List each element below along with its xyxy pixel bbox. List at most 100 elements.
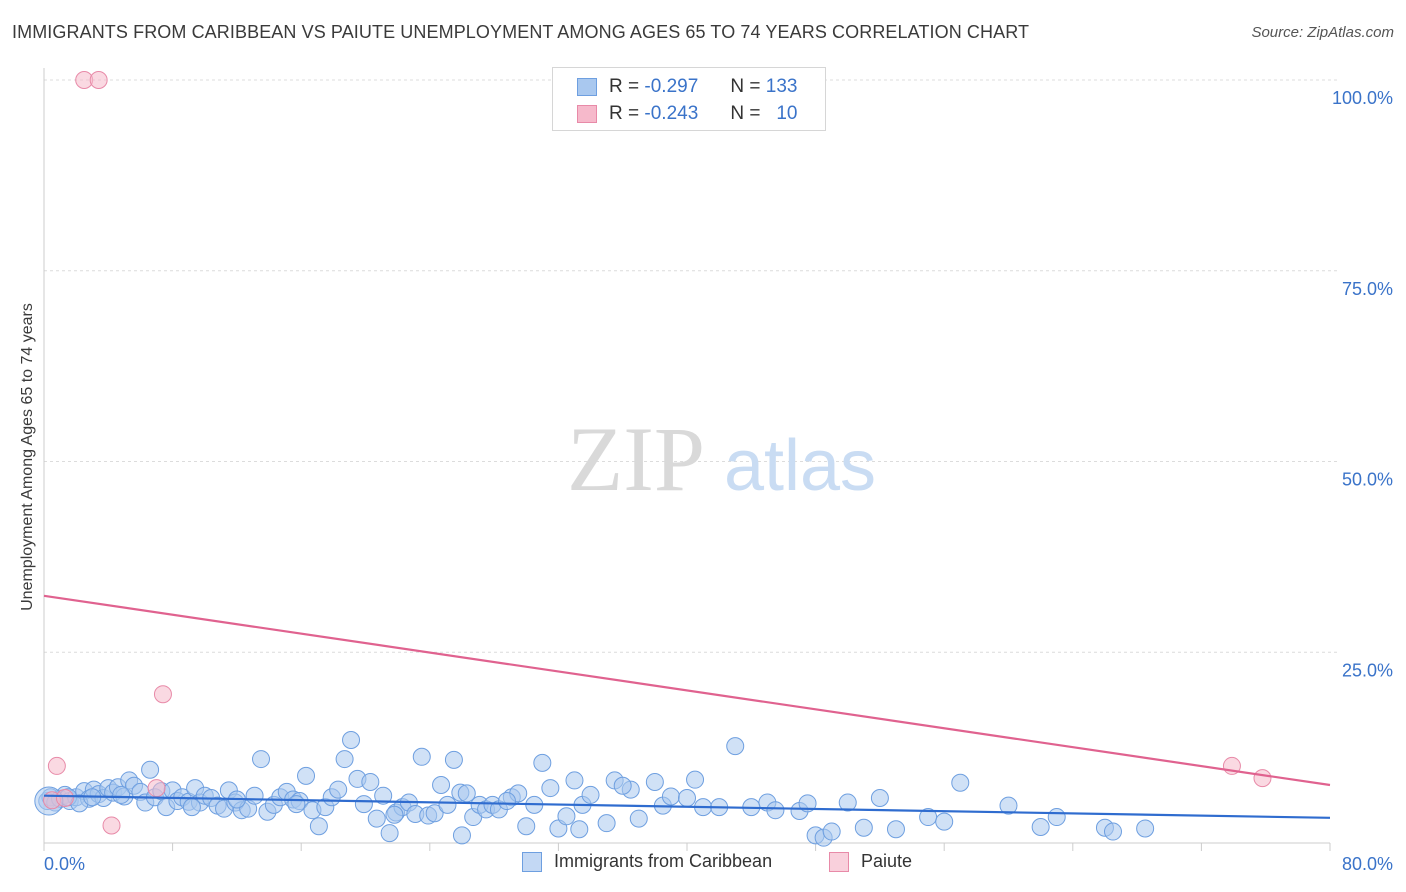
legend-swatch-caribbean xyxy=(577,78,597,96)
x-tick-label: 0.0% xyxy=(44,854,85,874)
data-point-caribbean xyxy=(570,820,589,839)
data-point-paiute xyxy=(47,756,66,775)
data-point-caribbean xyxy=(452,826,471,845)
legend-n-value: 133 xyxy=(765,76,798,97)
legend-item-caribbean[interactable]: Immigrants from Caribbean xyxy=(522,851,772,872)
data-point-caribbean xyxy=(367,809,386,828)
data-point-caribbean xyxy=(935,812,954,831)
data-point-caribbean xyxy=(581,785,600,804)
legend-r-label: R = xyxy=(609,103,640,124)
data-point-caribbean xyxy=(342,730,361,749)
chart-title: IMMIGRANTS FROM CARIBBEAN VS PAIUTE UNEM… xyxy=(12,22,1030,42)
legend-label-caribbean: Immigrants from Caribbean xyxy=(554,851,773,871)
data-point-caribbean xyxy=(497,792,516,811)
y-tick-label: 100.0% xyxy=(1332,88,1393,108)
legend-row-paiute: R = -0.243 N = 10 xyxy=(577,102,797,126)
data-point-caribbean xyxy=(309,817,328,836)
data-point-caribbean xyxy=(597,814,616,833)
legend-swatch-paiute xyxy=(577,105,597,123)
data-point-caribbean xyxy=(886,820,905,839)
data-point-caribbean xyxy=(438,795,457,814)
data-point-caribbean xyxy=(557,807,576,826)
data-point-caribbean xyxy=(425,804,444,823)
data-point-caribbean xyxy=(854,818,873,837)
tick-labels: 25.0% 50.0% 75.0% 100.0% 0.0% 80.0% xyxy=(44,88,1393,874)
data-point-caribbean xyxy=(645,772,664,791)
data-point-caribbean xyxy=(141,760,160,779)
legend-label-paiute: Paiute xyxy=(861,851,913,871)
y-tick-label: 50.0% xyxy=(1342,470,1393,490)
data-point-caribbean xyxy=(361,772,380,791)
data-point-caribbean xyxy=(412,747,431,766)
data-point-caribbean xyxy=(726,737,745,756)
legend-n-label: N = xyxy=(730,103,761,124)
data-point-caribbean xyxy=(565,771,584,790)
data-point-caribbean xyxy=(374,786,393,805)
data-point-caribbean xyxy=(822,822,841,841)
legend-r-label: R = xyxy=(609,76,640,97)
legend-n-label: N = xyxy=(730,76,761,97)
series-caribbean xyxy=(34,730,1155,847)
legend-n-value: 10 xyxy=(776,103,798,124)
axes xyxy=(43,68,1331,851)
data-point-caribbean xyxy=(838,793,857,812)
legend-r-value: -0.243 xyxy=(644,103,699,124)
data-point-paiute xyxy=(55,788,74,807)
legend-swatch-paiute xyxy=(829,851,849,872)
data-point-caribbean xyxy=(444,750,463,769)
watermark-zip: ZIP xyxy=(567,408,705,510)
data-point-caribbean xyxy=(432,776,451,795)
data-point-caribbean xyxy=(629,809,648,828)
data-point-caribbean xyxy=(354,795,373,814)
legend-swatch-caribbean xyxy=(522,851,542,872)
y-tick-label: 25.0% xyxy=(1342,660,1393,680)
data-point-caribbean xyxy=(1047,808,1066,827)
data-point-caribbean xyxy=(613,776,632,795)
data-point-caribbean xyxy=(182,798,201,817)
legend-row-caribbean: R = -0.297 N = 133 xyxy=(577,75,797,99)
data-point-caribbean xyxy=(1031,817,1050,836)
legend-r-value: -0.297 xyxy=(644,76,699,97)
data-point-caribbean xyxy=(999,796,1018,815)
data-point-caribbean xyxy=(533,753,552,772)
data-point-caribbean xyxy=(112,785,131,804)
data-point-caribbean xyxy=(252,750,271,769)
source-label: Source: ZipAtlas.com xyxy=(1251,24,1394,41)
data-point-caribbean xyxy=(686,770,705,789)
data-point-paiute xyxy=(1253,769,1272,788)
data-point-caribbean xyxy=(287,795,306,814)
data-point-caribbean xyxy=(541,779,560,798)
data-point-caribbean xyxy=(335,750,354,769)
data-point-caribbean xyxy=(678,788,696,807)
data-point-caribbean xyxy=(380,824,399,843)
data-point-paiute xyxy=(153,685,172,704)
x-tick-label: 80.0% xyxy=(1342,854,1393,874)
data-point-caribbean xyxy=(385,805,404,824)
data-point-caribbean xyxy=(661,787,680,806)
data-point-caribbean xyxy=(245,786,264,805)
series-paiute xyxy=(43,71,1272,835)
data-point-caribbean xyxy=(1136,819,1155,838)
grid-lines xyxy=(44,79,1338,653)
watermark: ZIP atlas xyxy=(567,408,876,510)
data-point-paiute xyxy=(102,816,121,835)
data-point-caribbean xyxy=(951,773,970,792)
data-point-caribbean xyxy=(297,766,316,785)
trend-line-caribbean xyxy=(43,794,1331,819)
y-tick-label: 75.0% xyxy=(1342,279,1393,299)
data-point-paiute xyxy=(147,779,166,798)
data-point-caribbean xyxy=(517,817,536,836)
correlation-legend: R = -0.297 N = 133 R = -0.243 N = 10 xyxy=(552,67,826,131)
watermark-atlas: atlas xyxy=(724,426,876,506)
data-point-caribbean xyxy=(870,788,889,807)
data-point-paiute xyxy=(89,71,108,89)
trend-line-paiute xyxy=(43,594,1331,787)
trend-lines xyxy=(43,594,1331,819)
data-point-caribbean xyxy=(766,801,785,820)
legend-item-paiute[interactable]: Paiute xyxy=(829,851,912,872)
data-point-caribbean xyxy=(1103,822,1122,841)
data-point-caribbean xyxy=(329,780,348,799)
data-point-caribbean xyxy=(798,794,817,813)
series-legend: Immigrants from Caribbean Paiute xyxy=(0,851,1406,879)
